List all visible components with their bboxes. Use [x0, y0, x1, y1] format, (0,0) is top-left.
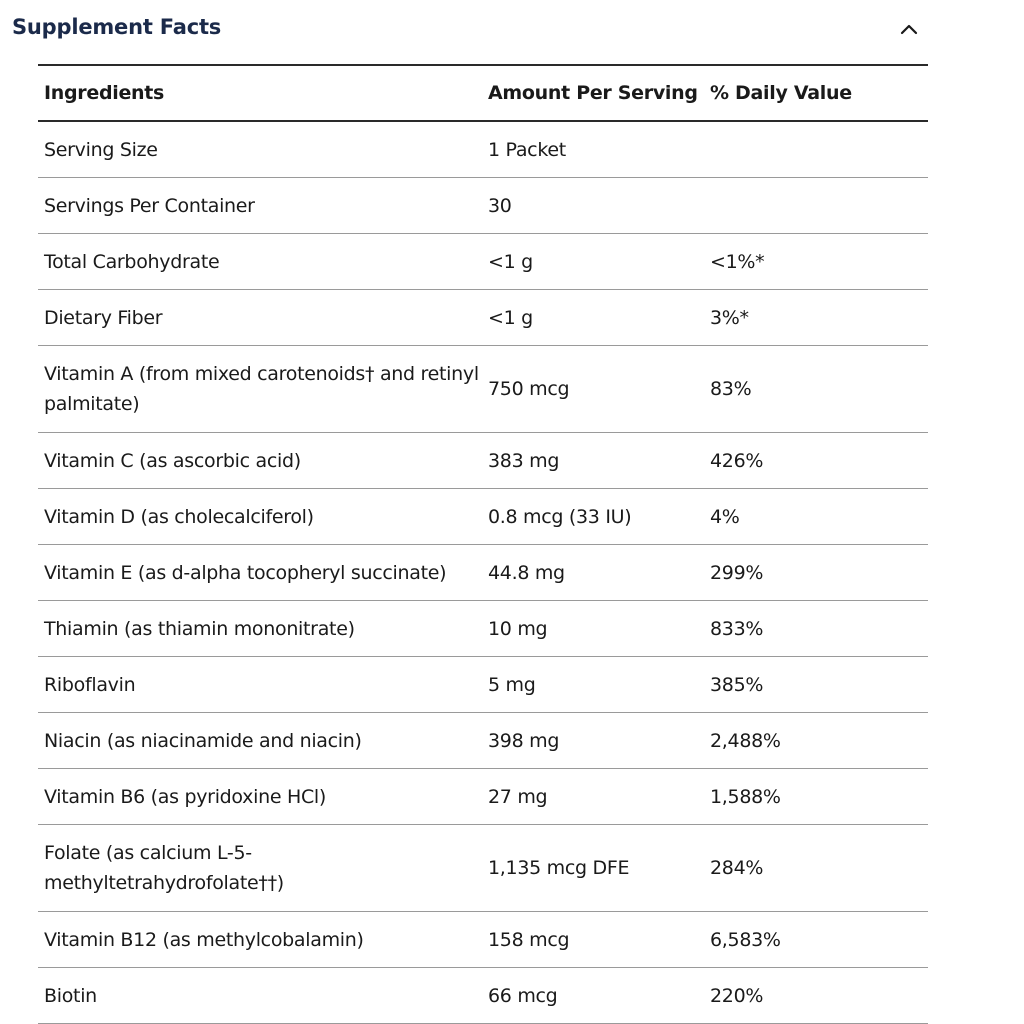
amount-cell: <1 g — [488, 250, 533, 273]
table-row: Vitamin C (as ascorbic acid) 383 mg 426% — [38, 433, 928, 489]
table-row: Vitamin D (as cholecalciferol) 0.8 mcg (… — [38, 489, 928, 545]
daily-value-cell: 284% — [710, 857, 764, 879]
daily-value-cell — [704, 178, 928, 234]
daily-value-cell: 4% — [710, 505, 740, 528]
ingredient-cell: Niacin (as niacinamide and niacin) — [44, 729, 362, 752]
column-header-amount: Amount Per Serving — [488, 82, 698, 104]
ingredient-cell: Total Carbohydrate — [44, 250, 220, 273]
daily-value-cell: 299% — [710, 561, 764, 584]
supplement-facts-table-wrap: Ingredients Amount Per Serving % Daily V… — [38, 64, 928, 1024]
daily-value-cell: 6,583% — [710, 928, 781, 951]
daily-value-cell: 220% — [710, 984, 764, 1007]
daily-value-cell: 833% — [710, 617, 764, 640]
amount-cell: 30 — [488, 194, 512, 217]
ingredient-cell: Vitamin B6 (as pyridoxine HCl) — [44, 785, 327, 808]
ingredient-cell: Serving Size — [44, 138, 158, 161]
table-row: Niacin (as niacinamide and niacin) 398 m… — [38, 713, 928, 769]
amount-cell: 10 mg — [488, 617, 548, 640]
table-row: Serving Size 1 Packet — [38, 121, 928, 178]
table-row: Riboflavin 5 mg 385% — [38, 657, 928, 713]
daily-value-cell: 3%* — [710, 306, 749, 329]
ingredient-cell: Servings Per Container — [44, 194, 255, 217]
ingredient-cell: Biotin — [44, 984, 97, 1007]
table-row: Vitamin A (from mixed carotenoids† and r… — [38, 346, 928, 433]
ingredient-cell: Vitamin E (as d-alpha tocopheryl succina… — [44, 561, 447, 584]
amount-cell: <1 g — [488, 306, 533, 329]
table-row: Dietary Fiber <1 g 3%* — [38, 290, 928, 346]
daily-value-cell: <1%* — [710, 250, 765, 273]
daily-value-cell: 385% — [710, 673, 764, 696]
amount-cell: 398 mg — [488, 729, 560, 752]
table-row: Total Carbohydrate <1 g <1%* — [38, 234, 928, 290]
ingredient-cell: Thiamin (as thiamin mononitrate) — [44, 617, 355, 640]
daily-value-cell: 426% — [710, 449, 764, 472]
ingredient-cell: Dietary Fiber — [44, 306, 163, 329]
ingredient-cell: Vitamin A (from mixed carotenoids† and r… — [44, 363, 479, 415]
daily-value-cell — [704, 121, 928, 178]
table-header-row: Ingredients Amount Per Serving % Daily V… — [38, 65, 928, 121]
amount-cell: 158 mcg — [488, 928, 570, 951]
amount-cell: 66 mcg — [488, 984, 558, 1007]
chevron-up-icon — [900, 24, 918, 35]
column-header-ingredients: Ingredients — [44, 82, 165, 104]
table-row: Vitamin B6 (as pyridoxine HCl) 27 mg 1,5… — [38, 769, 928, 825]
collapse-toggle-button[interactable] — [894, 14, 924, 44]
table-row: Thiamin (as thiamin mononitrate) 10 mg 8… — [38, 601, 928, 657]
amount-cell: 1,135 mcg DFE — [488, 857, 630, 879]
amount-cell: 750 mcg — [488, 378, 570, 400]
column-header-daily-value: % Daily Value — [710, 82, 852, 104]
amount-cell: 27 mg — [488, 785, 548, 808]
ingredient-cell: Vitamin B12 (as methylcobalamin) — [44, 928, 364, 951]
amount-cell: 1 Packet — [488, 138, 566, 161]
ingredient-cell: Riboflavin — [44, 673, 136, 696]
daily-value-cell: 2,488% — [710, 729, 781, 752]
supplement-facts-table: Ingredients Amount Per Serving % Daily V… — [38, 64, 928, 1024]
amount-cell: 0.8 mcg (33 IU) — [488, 505, 632, 528]
ingredient-cell: Vitamin C (as ascorbic acid) — [44, 449, 301, 472]
table-row: Folate (as calcium L-5-methyltetrahydrof… — [38, 825, 928, 912]
table-row: Vitamin E (as d-alpha tocopheryl succina… — [38, 545, 928, 601]
ingredient-cell: Vitamin D (as cholecalciferol) — [44, 505, 314, 528]
daily-value-cell: 1,588% — [710, 785, 781, 808]
amount-cell: 383 mg — [488, 449, 560, 472]
amount-cell: 5 mg — [488, 673, 536, 696]
daily-value-cell: 83% — [710, 378, 752, 400]
section-header[interactable]: Supplement Facts — [0, 0, 1024, 62]
table-row: Biotin 66 mcg 220% — [38, 968, 928, 1024]
table-row: Vitamin B12 (as methylcobalamin) 158 mcg… — [38, 912, 928, 968]
section-title: Supplement Facts — [12, 15, 222, 39]
table-row: Servings Per Container 30 — [38, 178, 928, 234]
ingredient-cell: Folate (as calcium L-5-methyltetrahydrof… — [44, 842, 284, 894]
amount-cell: 44.8 mg — [488, 561, 565, 584]
